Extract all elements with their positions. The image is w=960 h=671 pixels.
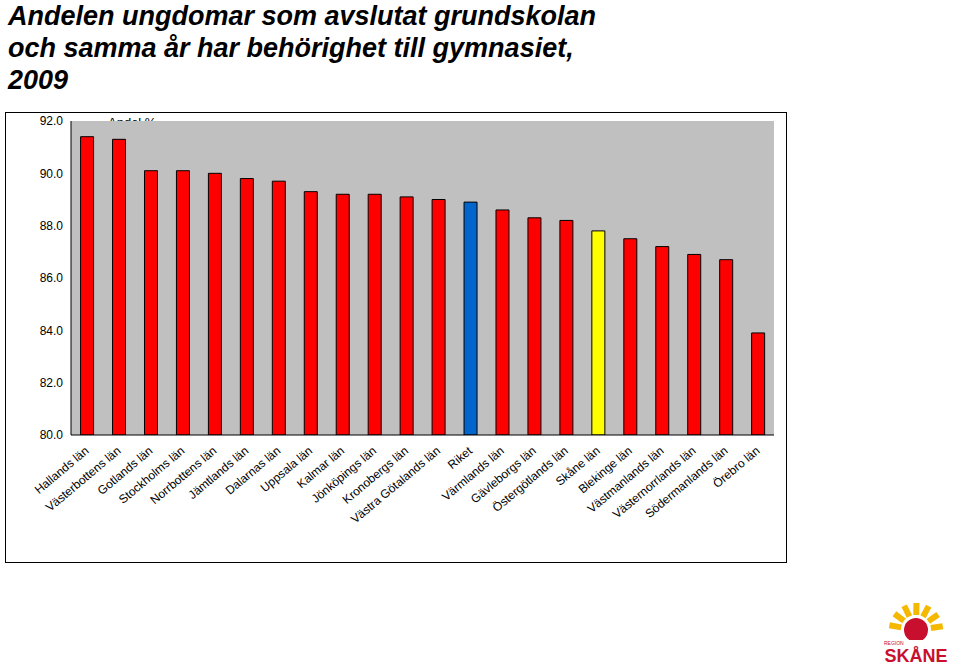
svg-text:Dalarnas län: Dalarnas län — [222, 443, 284, 498]
svg-text:Gävleborgs län: Gävleborgs län — [468, 443, 539, 507]
svg-text:Kalmar län: Kalmar län — [294, 443, 348, 492]
svg-text:Blekinge län: Blekinge län — [575, 443, 635, 497]
svg-text:Västra Götalands län: Västra Götalands län — [348, 444, 443, 527]
svg-text:Södermanlands län: Södermanlands län — [642, 443, 731, 521]
svg-text:Skåne län: Skåne län — [552, 443, 603, 489]
svg-text:Gotlands län: Gotlands län — [94, 443, 156, 498]
svg-text:80.0: 80.0 — [40, 428, 64, 442]
svg-text:Riket: Riket — [445, 443, 475, 472]
html-text:Andel %: Andel % — [108, 115, 157, 130]
svg-text:88.0: 88.0 — [40, 219, 64, 233]
html-text:REGION: REGION — [884, 640, 904, 646]
svg-text:Uppsala län: Uppsala län — [257, 443, 316, 496]
svg-text:Västmanlands län: Västmanlands län — [584, 443, 667, 516]
svg-text:Stockholms län: Stockholms län — [116, 443, 188, 507]
svg-text:90.0: 90.0 — [40, 167, 64, 181]
svg-text:Värmlands län: Värmlands län — [439, 443, 507, 504]
svg-text:Kronobergs län: Kronobergs län — [339, 443, 411, 507]
svg-text:Örebro län: Örebro län — [710, 444, 762, 491]
svg-text:Västernorrlands län: Västernorrlands län — [609, 443, 699, 522]
svg-text:Norrbottens län: Norrbottens län — [147, 443, 220, 508]
svg-text:92.0: 92.0 — [40, 114, 64, 128]
svg-text:84.0: 84.0 — [40, 324, 64, 338]
svg-text:Västerbottens län: Västerbottens län — [42, 443, 124, 515]
html-text:SKÅNE: SKÅNE — [884, 646, 948, 666]
svg-text:Hallands län: Hallands län — [31, 443, 92, 497]
svg-text:Jämtlands län: Jämtlands län — [185, 443, 252, 502]
svg-text:82.0: 82.0 — [40, 376, 64, 390]
html-text:Andelen ungdomar som avslutat: Andelen ungdomar som avslutat grundskola… — [8, 1, 597, 95]
svg-text:Jönköpings län: Jönköpings län — [308, 443, 380, 506]
svg-text:86.0: 86.0 — [40, 271, 64, 285]
svg-text:Östergötlands län: Östergötlands län — [489, 443, 571, 515]
